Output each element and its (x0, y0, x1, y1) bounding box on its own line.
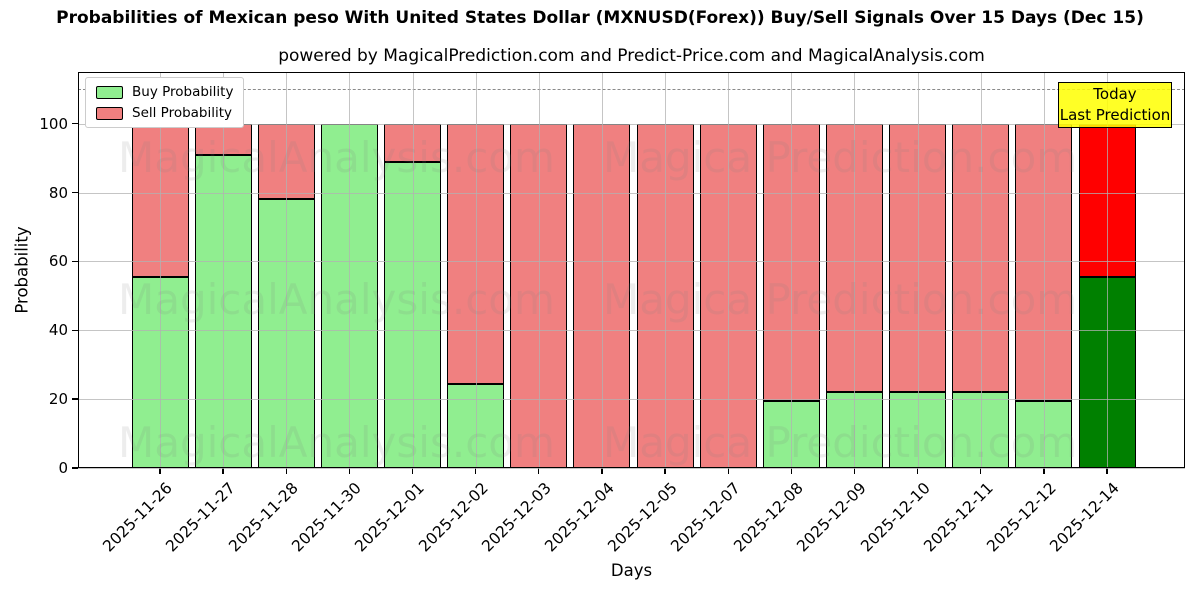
h-gridline (78, 399, 1185, 401)
x-tick-mark (1043, 468, 1045, 474)
v-gridline (791, 72, 793, 468)
x-tick-label-text: 2025-12-14 (1046, 479, 1123, 556)
x-tick-mark (790, 468, 793, 474)
x-tick-mark (348, 468, 351, 474)
v-gridline (412, 72, 414, 468)
v-gridline (538, 72, 540, 468)
v-gridline (980, 72, 982, 468)
h-gridline (78, 330, 1185, 332)
x-tick-mark (538, 468, 540, 474)
h-gridline (78, 468, 1185, 469)
y-tick-label: 80 (48, 183, 68, 202)
y-tick-mark (72, 122, 78, 125)
v-gridline (854, 72, 856, 468)
x-tick-mark (601, 468, 603, 474)
v-gridline (917, 72, 919, 468)
v-gridline (665, 72, 667, 468)
y-tick-label: 0 (58, 459, 68, 477)
v-gridline (223, 72, 225, 468)
x-tick-mark (411, 468, 414, 474)
x-tick-mark (222, 468, 224, 474)
today-annotation: Today Last Prediction (1058, 82, 1172, 128)
v-gridline (349, 72, 351, 468)
y-tick-mark (72, 398, 78, 400)
y-tick-mark (72, 329, 78, 331)
sell-probability-swatch (96, 106, 123, 120)
x-tick-mark (664, 468, 666, 474)
threshold-dashed-line (78, 89, 1185, 91)
y-tick-mark (72, 467, 78, 469)
y-tick-mark (72, 191, 78, 194)
x-tick-mark (159, 468, 161, 474)
x-tick-mark (980, 468, 982, 474)
x-tick-mark (1106, 468, 1108, 474)
y-tick-label: 40 (48, 321, 68, 340)
legend-item-buy: Buy Probability (96, 84, 233, 100)
h-gridline (78, 261, 1185, 263)
legend-item-sell: Sell Probability (96, 105, 233, 121)
v-gridline (286, 72, 288, 468)
x-axis-label: Days (610, 561, 653, 580)
legend-label-sell: Sell Probability (132, 105, 233, 121)
x-tick-mark (853, 468, 856, 474)
y-tick-mark (72, 260, 78, 263)
x-tick-label: 2025-12-14 (950, 478, 1122, 555)
y-tick-label: 20 (48, 390, 68, 409)
chart-title: Probabilities of Mexican peso With Unite… (56, 8, 1144, 28)
today-annotation-line2: Last Prediction (1059, 106, 1171, 124)
v-gridline (601, 72, 603, 468)
h-gridline (78, 123, 1185, 125)
chart-subtitle: powered by MagicalPrediction.com and Pre… (278, 46, 985, 66)
x-tick-mark (727, 468, 729, 474)
y-tick-label: 100 (39, 114, 68, 133)
y-tick-label: 60 (48, 252, 68, 271)
x-tick-mark (474, 468, 477, 474)
v-gridline (160, 72, 161, 468)
v-gridline (728, 72, 730, 468)
plot-area: Buy Probability Sell Probability Today L… (78, 72, 1185, 469)
legend: Buy Probability Sell Probability (85, 77, 245, 128)
x-tick-mark (916, 468, 919, 474)
today-annotation-line1: Today (1093, 85, 1137, 103)
h-gridline (78, 192, 1185, 194)
v-gridline (475, 72, 477, 468)
v-gridline (1043, 72, 1045, 468)
x-tick-mark (285, 468, 287, 474)
buy-probability-swatch (96, 85, 123, 99)
v-gridline (1107, 72, 1108, 468)
legend-label-buy: Buy Probability (132, 84, 234, 100)
